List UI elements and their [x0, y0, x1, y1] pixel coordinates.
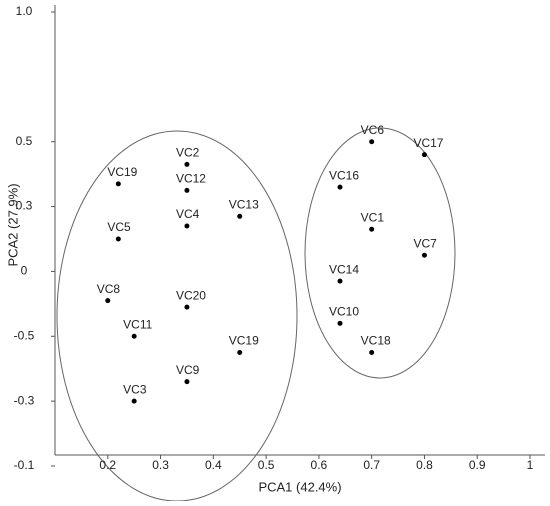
point-label: VC19 — [229, 334, 259, 348]
point — [131, 333, 137, 339]
point — [337, 184, 343, 190]
point — [115, 181, 121, 187]
point — [237, 213, 243, 219]
point — [184, 187, 190, 193]
point-label: VC14 — [329, 262, 359, 276]
y-tick-label: -0.5 — [14, 328, 35, 342]
point — [369, 226, 375, 232]
point — [237, 350, 243, 355]
y-tick-label: 0.3 — [16, 199, 33, 213]
x-axis-title: PCA1 (42.4%) — [258, 479, 341, 494]
x-tick-label: 0.8 — [416, 458, 433, 472]
x-tick-label: 0.7 — [363, 458, 380, 472]
point — [337, 278, 343, 284]
point-label: VC3 — [123, 382, 147, 396]
x-tick-label: 0.4 — [205, 458, 222, 472]
point-label: VC13 — [229, 197, 259, 211]
point-label: VC9 — [176, 363, 200, 377]
x-tick-label: 0.5 — [258, 458, 275, 472]
x-tick-label: 0.6 — [311, 458, 328, 472]
point — [421, 252, 427, 258]
y-tick-label: -0.1 — [14, 458, 35, 472]
cluster-ellipse — [304, 127, 456, 379]
x-tick-label: 1 — [527, 458, 534, 472]
x-tick-label: 0.3 — [152, 458, 169, 472]
point-label: VC20 — [176, 288, 206, 302]
point-label: VC6 — [361, 123, 385, 137]
point — [184, 223, 190, 229]
point-label: VC1 — [361, 210, 385, 224]
point-label: VC8 — [97, 282, 121, 296]
point — [184, 304, 190, 310]
point-label: VC4 — [176, 207, 200, 221]
point-label: VC17 — [413, 136, 443, 150]
point-label: VC12 — [176, 172, 206, 186]
y-tick-label: 0 — [21, 264, 28, 278]
point-label: VC2 — [176, 146, 200, 160]
point-label: VC18 — [361, 334, 391, 348]
point — [369, 139, 375, 145]
point — [184, 379, 190, 385]
y-axis-title: PCA2 (27.9%) — [5, 183, 20, 266]
point-label: VC19 — [107, 165, 137, 179]
point-label: VC16 — [329, 168, 359, 182]
point-label: VC11 — [123, 317, 152, 331]
point — [115, 236, 121, 242]
point — [369, 350, 375, 355]
point-label: VC5 — [107, 220, 131, 234]
point — [105, 298, 111, 304]
x-tick-label: 0.2 — [99, 458, 116, 472]
point — [421, 152, 427, 158]
point — [184, 161, 190, 167]
point-label: VC10 — [329, 304, 359, 318]
point — [131, 398, 137, 404]
point — [337, 320, 343, 326]
y-tick-label: 0.5 — [16, 134, 33, 148]
x-tick-label: 0.9 — [469, 458, 486, 472]
y-tick-label: -0.3 — [14, 393, 35, 407]
cluster-ellipse — [56, 130, 298, 502]
point-label: VC7 — [413, 236, 437, 250]
y-tick-label: 1.0 — [16, 4, 33, 18]
